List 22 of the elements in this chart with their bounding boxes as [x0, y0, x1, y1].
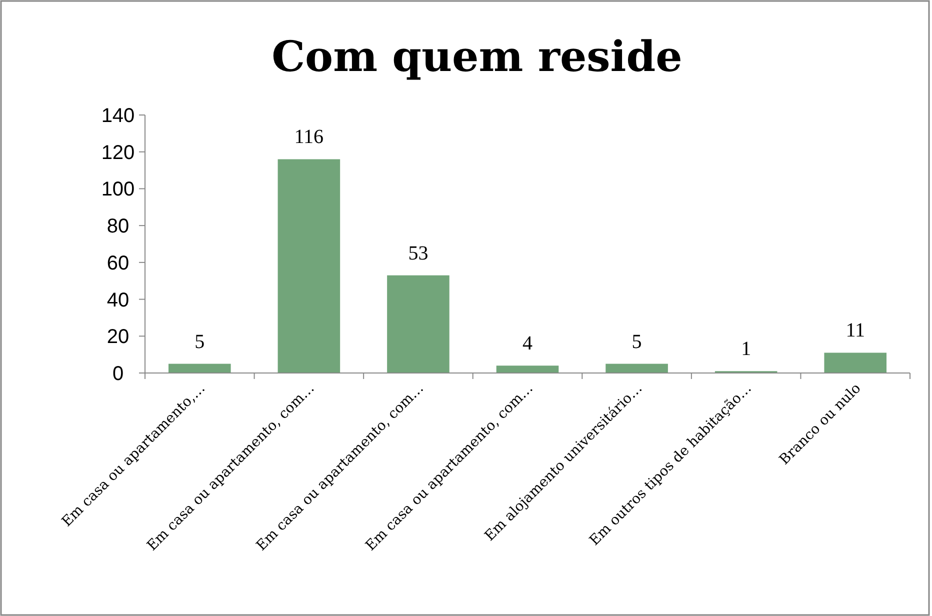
data-label: 4: [522, 332, 532, 355]
data-label: 1: [741, 338, 752, 360]
data-label: 53: [408, 242, 428, 264]
y-tick-label: 40: [106, 289, 130, 312]
y-tick-label: 120: [101, 142, 135, 164]
y-tick-label: 20: [106, 326, 130, 348]
bar: [278, 159, 340, 373]
bar: [496, 366, 559, 373]
bar: [824, 352, 887, 373]
y-tick-label: 0: [112, 363, 124, 385]
data-label: 5: [194, 330, 205, 353]
chart-title: Com quem reside: [272, 32, 682, 81]
y-tick-label: 100: [101, 178, 135, 201]
data-label: 116: [294, 126, 324, 148]
data-label: 11: [846, 320, 865, 342]
y-tick-label: 140: [101, 105, 135, 127]
y-tick-label: 60: [106, 252, 130, 274]
bar: [606, 364, 668, 373]
bar: [168, 364, 231, 373]
bar: [387, 275, 450, 373]
y-tick-label: 80: [106, 216, 130, 238]
data-label: 5: [632, 330, 642, 353]
